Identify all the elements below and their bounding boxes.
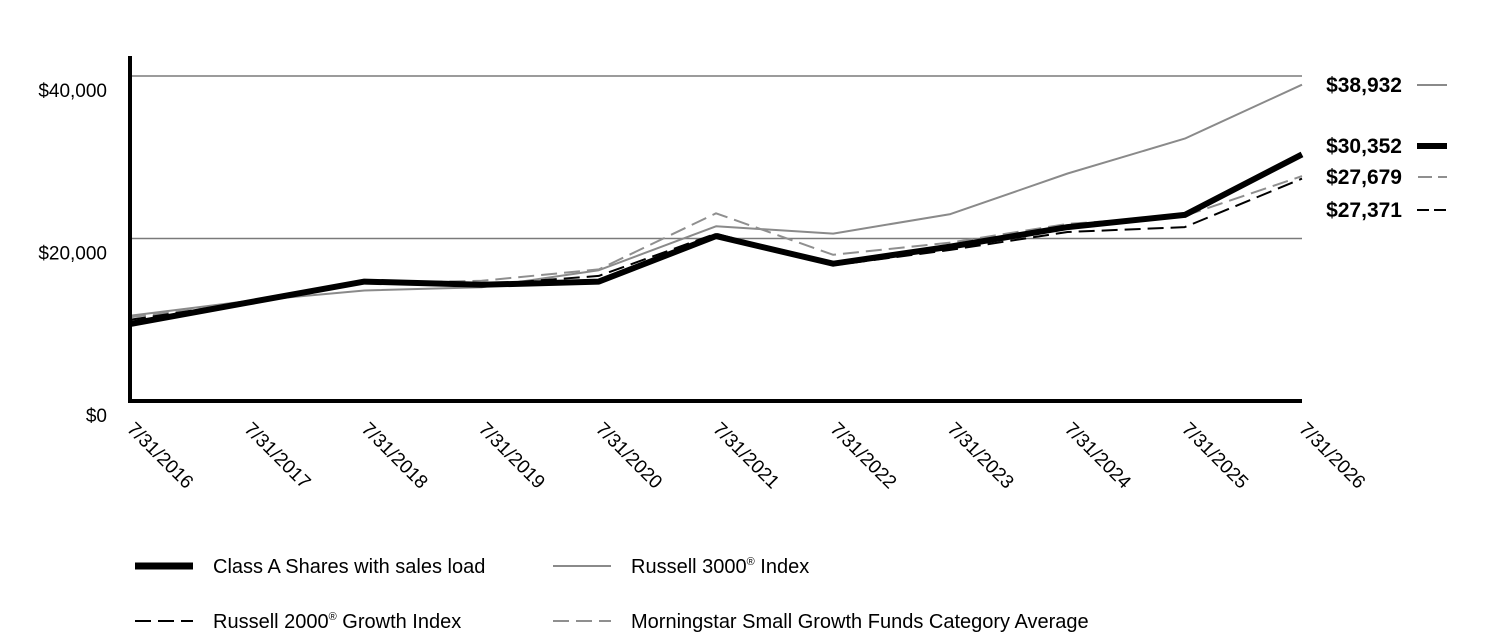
series-line-0 bbox=[129, 83, 1303, 317]
x-tick-label: 7/31/2016 bbox=[122, 419, 197, 494]
registered-mark: ® bbox=[329, 611, 337, 623]
series-line-1 bbox=[129, 151, 1304, 327]
legend-label-morningstar: Morningstar Small Growth Funds Category … bbox=[631, 611, 1089, 633]
series-lines bbox=[129, 83, 1304, 327]
legend-label-class-a: Class A Shares with sales load bbox=[213, 556, 485, 578]
x-tick-label: 7/31/2026 bbox=[1294, 419, 1369, 494]
legend-label-russell-3000: Russell 3000® Index bbox=[631, 556, 809, 578]
x-tick-label: 7/31/2024 bbox=[1060, 419, 1135, 494]
x-tick-label: 7/31/2017 bbox=[240, 419, 315, 494]
x-tick-label: 7/31/2022 bbox=[826, 419, 901, 494]
legend: Class A Shares with sales load Russell 3… bbox=[135, 556, 1089, 633]
end-value-label: $27,371 bbox=[1326, 199, 1402, 222]
x-axis-labels: 7/31/2016 7/31/2017 7/31/2018 7/31/2019 7/31… bbox=[122, 419, 1369, 494]
axes bbox=[128, 56, 1302, 403]
y-tick-label: $0 bbox=[86, 406, 107, 427]
x-tick-label: 7/31/2018 bbox=[357, 419, 432, 494]
y-tick-label: $20,000 bbox=[38, 244, 107, 265]
y-tick-label: $40,000 bbox=[38, 81, 107, 102]
end-value-label: $38,932 bbox=[1326, 74, 1402, 97]
series-line-3 bbox=[129, 177, 1303, 321]
end-value-label: $27,679 bbox=[1326, 166, 1402, 189]
end-value-labels: $38,932 $30,352 $27,679 $27,371 bbox=[1326, 74, 1447, 222]
registered-mark: ® bbox=[747, 556, 755, 568]
x-tick-label: 7/31/2023 bbox=[943, 419, 1018, 494]
legend-label-russell-2000: Russell 2000® Growth Index bbox=[213, 611, 461, 633]
x-tick-label: 7/31/2019 bbox=[474, 419, 549, 494]
x-tick-label: 7/31/2025 bbox=[1177, 419, 1252, 494]
x-tick-label: 7/31/2020 bbox=[591, 419, 666, 494]
end-value-label: $30,352 bbox=[1326, 135, 1402, 158]
x-tick-label: 7/31/2021 bbox=[708, 419, 783, 494]
y-axis-labels: $0 $20,000 $40,000 bbox=[38, 81, 107, 427]
